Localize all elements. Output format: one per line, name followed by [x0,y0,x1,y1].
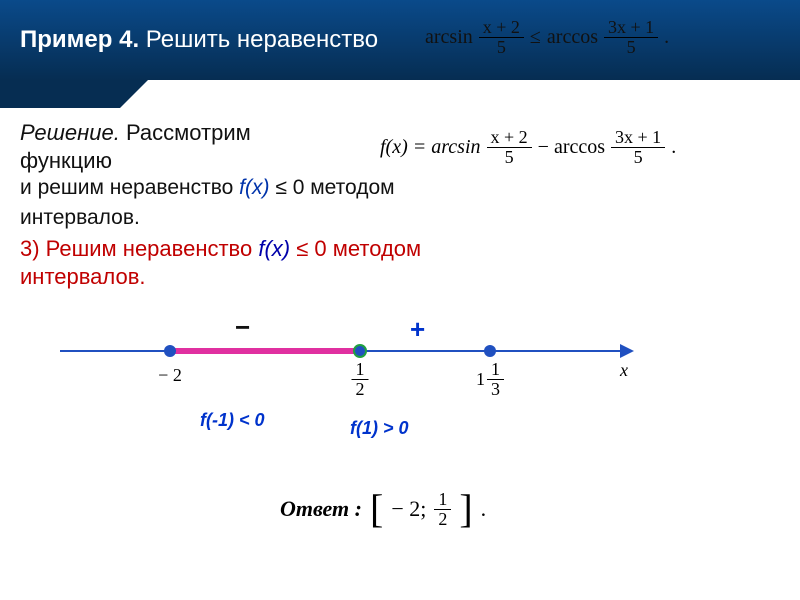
number-line: − 2 1 2 1 1 3 − + x f(-1) < 0 f(1) > 0 [60,310,680,430]
bracket-left-icon: [ [370,493,383,525]
header-decor-diag [120,80,148,108]
frac-rhs: 3x + 1 5 [604,18,658,57]
period: . [664,26,669,49]
answer-left: − 2; [391,496,426,522]
axis-arrow-icon [620,344,634,358]
sign-plus: + [410,314,425,345]
answer-tail: . [481,496,487,522]
fx-lhs: f(x) = arcsin [380,136,481,159]
axis-x-label: x [620,360,628,381]
label-minus2: − 2 [158,365,182,386]
label-4thirds: 1 1 3 [476,360,504,399]
solution-word: Решение. [20,120,120,145]
fx-frac2: 3x + 1 5 [611,128,665,167]
arccos-label: arccos [547,26,598,49]
step3-line: 3) Решим неравенство f(x) ≤ 0 методом [20,236,780,262]
point-minus2 [164,345,176,357]
frac-lhs: x + 2 5 [479,18,524,57]
point-half-ring [353,344,367,358]
answer-label: Ответ : [280,496,362,521]
solution-line2: и решим неравенство f(x) ≤ 0 методом [20,176,780,200]
bracket-right-icon: ] [459,493,472,525]
leq-op: ≤ [530,26,541,49]
answer-frac: 1 2 [434,490,451,529]
point-4thirds [484,345,496,357]
step3-line-b: интервалов. [20,264,780,290]
fnote-right: f(1) > 0 [350,418,409,439]
header-decor [0,80,120,108]
fx-tail: . [671,136,676,159]
arcsin-label: arcsin [425,26,473,49]
fx-frac1: x + 2 5 [487,128,532,167]
answer-block: Ответ : [ − 2; 1 2 ] . [280,490,486,529]
example-number: Пример 4. [20,26,139,53]
top-inequality: arcsin x + 2 5 ≤ arccos 3x + 1 5 . [425,18,669,57]
solution-segment [170,348,360,354]
header-title: Решить неравенство [146,26,378,53]
label-half: 1 2 [352,360,369,399]
fx-minus: − arccos [538,136,605,159]
solution-line2b: интервалов. [20,206,780,230]
slide-header: Пример 4. Решить неравенство [0,0,800,80]
sign-minus: − [235,312,250,343]
fnote-left: f(-1) < 0 [200,410,265,431]
fx-definition: f(x) = arcsin x + 2 5 − arccos 3x + 1 5 … [380,128,676,167]
